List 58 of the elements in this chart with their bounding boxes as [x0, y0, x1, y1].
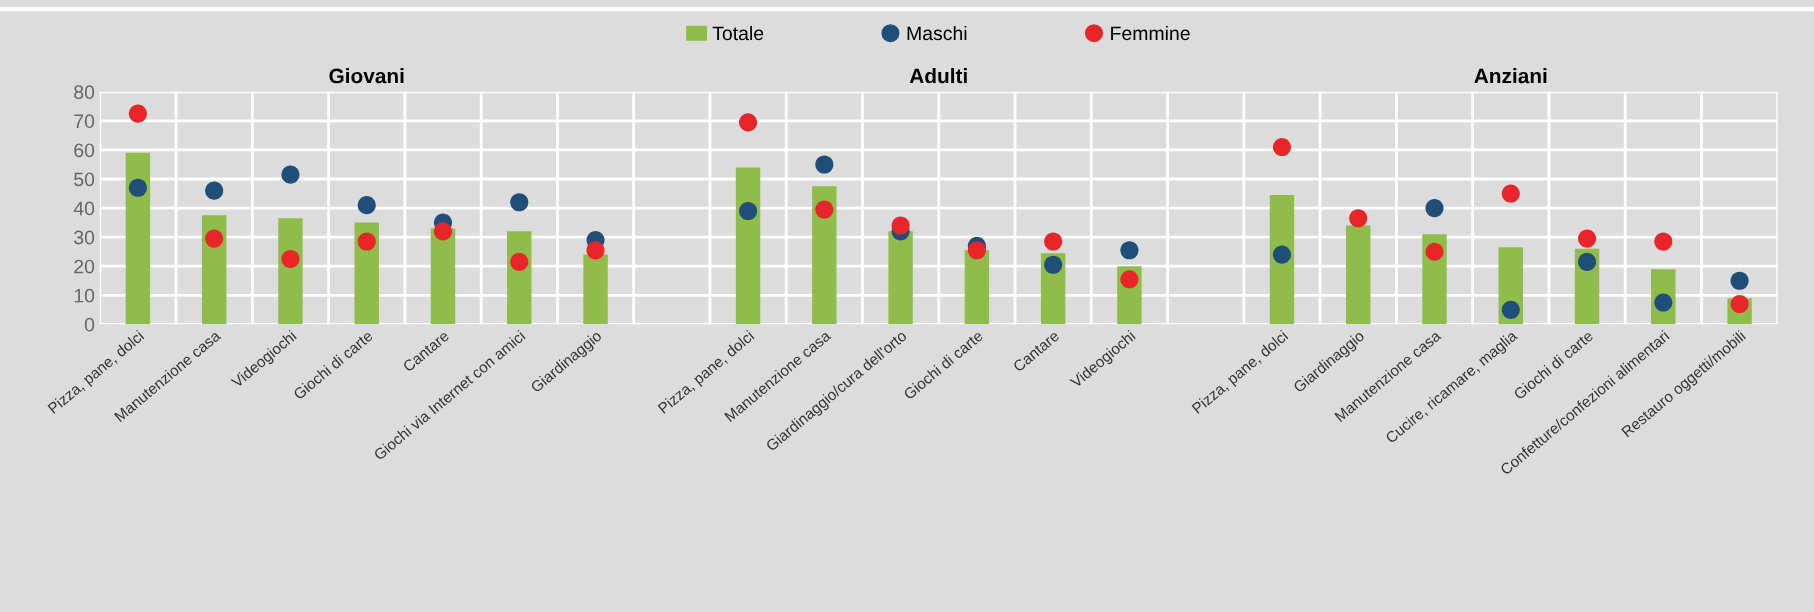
legend-label: Maschi	[907, 25, 967, 41]
y-tick-label: 40	[73, 201, 95, 216]
point	[739, 113, 758, 132]
legend-label: Femmine	[1111, 25, 1190, 41]
y-tick-label: 30	[74, 230, 95, 245]
y-tick-label: 50	[74, 172, 95, 187]
point	[815, 200, 834, 219]
point	[1349, 209, 1368, 228]
point	[1120, 241, 1139, 260]
point	[128, 104, 147, 123]
point	[205, 229, 224, 248]
bar	[430, 228, 456, 325]
point	[967, 241, 986, 260]
point	[357, 196, 376, 215]
point	[891, 216, 910, 235]
y-tick-label: 10	[74, 288, 95, 303]
point	[357, 232, 376, 251]
bar	[735, 167, 761, 325]
point	[510, 252, 529, 271]
point	[281, 165, 300, 184]
bar	[1346, 225, 1371, 325]
point	[1044, 255, 1063, 274]
point	[1654, 232, 1673, 251]
point	[815, 155, 834, 174]
bar	[888, 231, 913, 325]
text: Giovani	[329, 68, 404, 84]
point	[1120, 270, 1139, 289]
point	[205, 181, 224, 200]
point	[433, 222, 453, 241]
point	[1425, 242, 1444, 261]
point	[1501, 184, 1520, 203]
point	[1272, 137, 1292, 157]
y-tick-label: 0	[84, 317, 95, 332]
bar	[1269, 195, 1295, 325]
y-tick-label: 70	[74, 114, 95, 129]
point	[281, 249, 300, 269]
point	[739, 201, 758, 221]
bar	[125, 152, 151, 325]
point	[1577, 229, 1597, 248]
point	[1730, 271, 1749, 290]
text: Adulti	[909, 68, 967, 84]
bar	[278, 218, 303, 325]
point	[1044, 232, 1063, 251]
point	[1501, 300, 1520, 319]
text: Anziani	[1474, 68, 1547, 84]
y-tick-label: 20	[74, 259, 95, 274]
point	[586, 241, 605, 260]
bar	[964, 250, 990, 325]
point	[1577, 252, 1597, 271]
point	[1272, 245, 1292, 264]
y-tick-label: 80	[74, 85, 95, 100]
y-tick-label: 60	[74, 143, 95, 158]
bar	[583, 254, 608, 325]
point	[128, 178, 147, 197]
point	[1425, 199, 1444, 218]
point	[510, 193, 529, 212]
bar	[812, 186, 837, 325]
legend-label: Totale	[712, 25, 764, 41]
